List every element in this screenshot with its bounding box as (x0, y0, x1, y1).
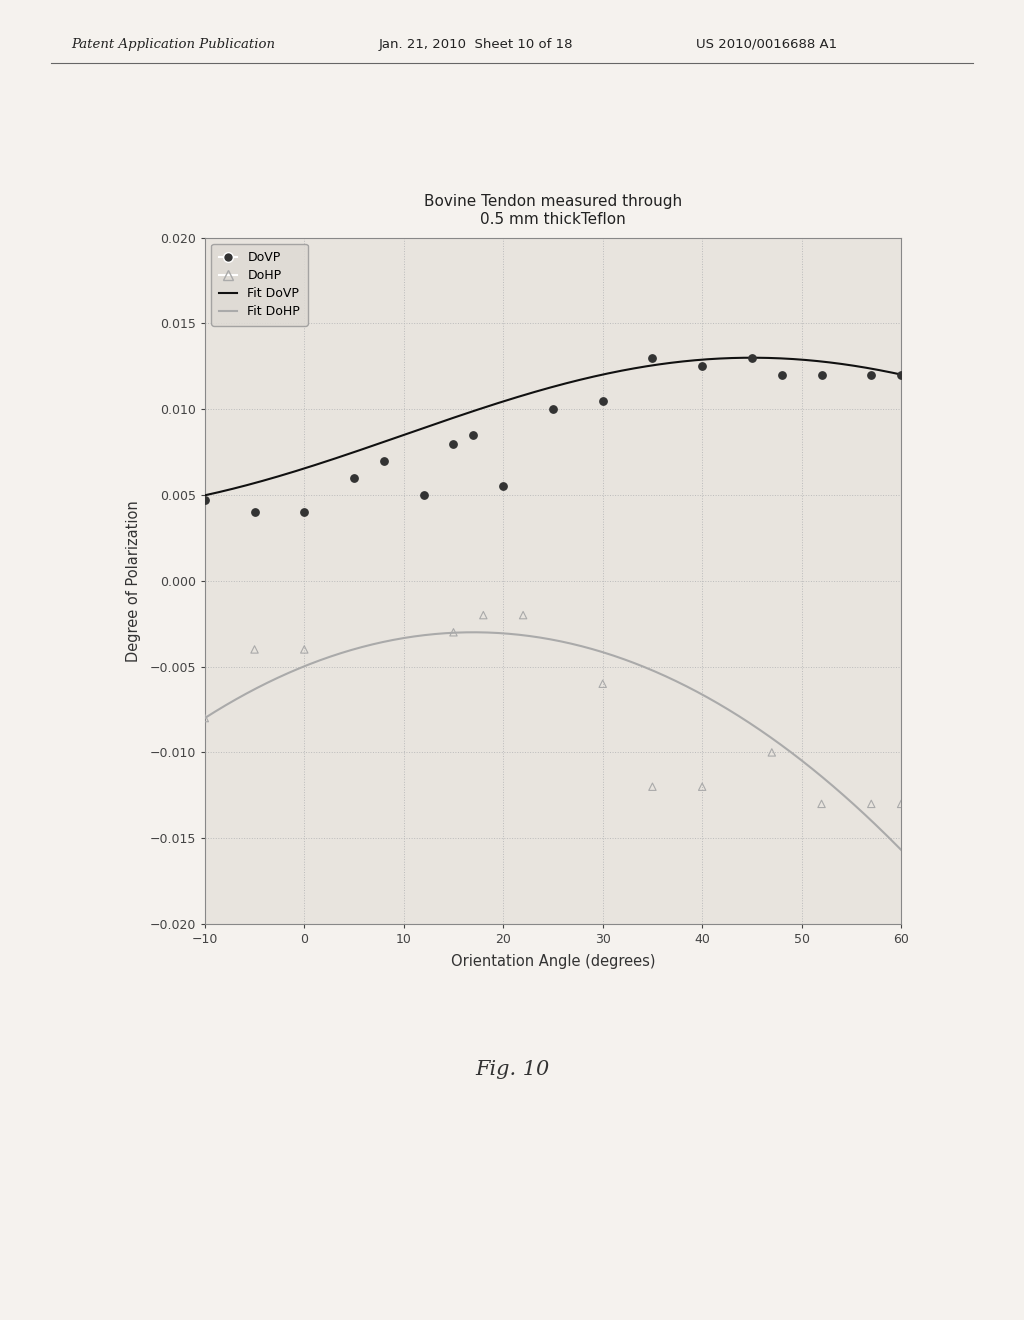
Point (495, 475, 511, 496)
Point (545, 399, 561, 420)
Point (644, 776, 660, 797)
Point (376, 450, 392, 471)
Point (694, 776, 711, 797)
X-axis label: Orientation Angle (degrees): Orientation Angle (degrees) (451, 954, 655, 969)
Point (863, 364, 880, 385)
Point (346, 467, 362, 488)
Point (743, 347, 760, 368)
Point (197, 490, 213, 511)
Point (863, 793, 880, 814)
Point (893, 364, 909, 385)
Y-axis label: Degree of Polarization: Degree of Polarization (126, 500, 141, 661)
Point (296, 502, 312, 523)
Point (595, 673, 611, 694)
Text: Fig. 10: Fig. 10 (475, 1060, 549, 1078)
Point (644, 347, 660, 368)
Point (247, 502, 263, 523)
Point (247, 639, 263, 660)
Point (813, 793, 829, 814)
Point (773, 364, 790, 385)
Point (197, 708, 213, 729)
Point (595, 389, 611, 411)
Point (893, 793, 909, 814)
Point (445, 622, 462, 643)
Legend: DoVP, DoHP, Fit DoVP, Fit DoHP: DoVP, DoHP, Fit DoVP, Fit DoHP (211, 244, 307, 326)
Point (296, 639, 312, 660)
Point (475, 605, 492, 626)
Point (813, 364, 829, 385)
Text: Jan. 21, 2010  Sheet 10 of 18: Jan. 21, 2010 Sheet 10 of 18 (379, 37, 573, 50)
Point (764, 742, 780, 763)
Point (515, 605, 531, 626)
Title: Bovine Tendon measured through
0.5 mm thickTeflon: Bovine Tendon measured through 0.5 mm th… (424, 194, 682, 227)
Point (694, 355, 711, 378)
Point (445, 433, 462, 454)
Text: US 2010/0016688 A1: US 2010/0016688 A1 (696, 37, 838, 50)
Point (416, 484, 432, 506)
Text: Patent Application Publication: Patent Application Publication (72, 37, 275, 50)
Point (465, 424, 481, 445)
